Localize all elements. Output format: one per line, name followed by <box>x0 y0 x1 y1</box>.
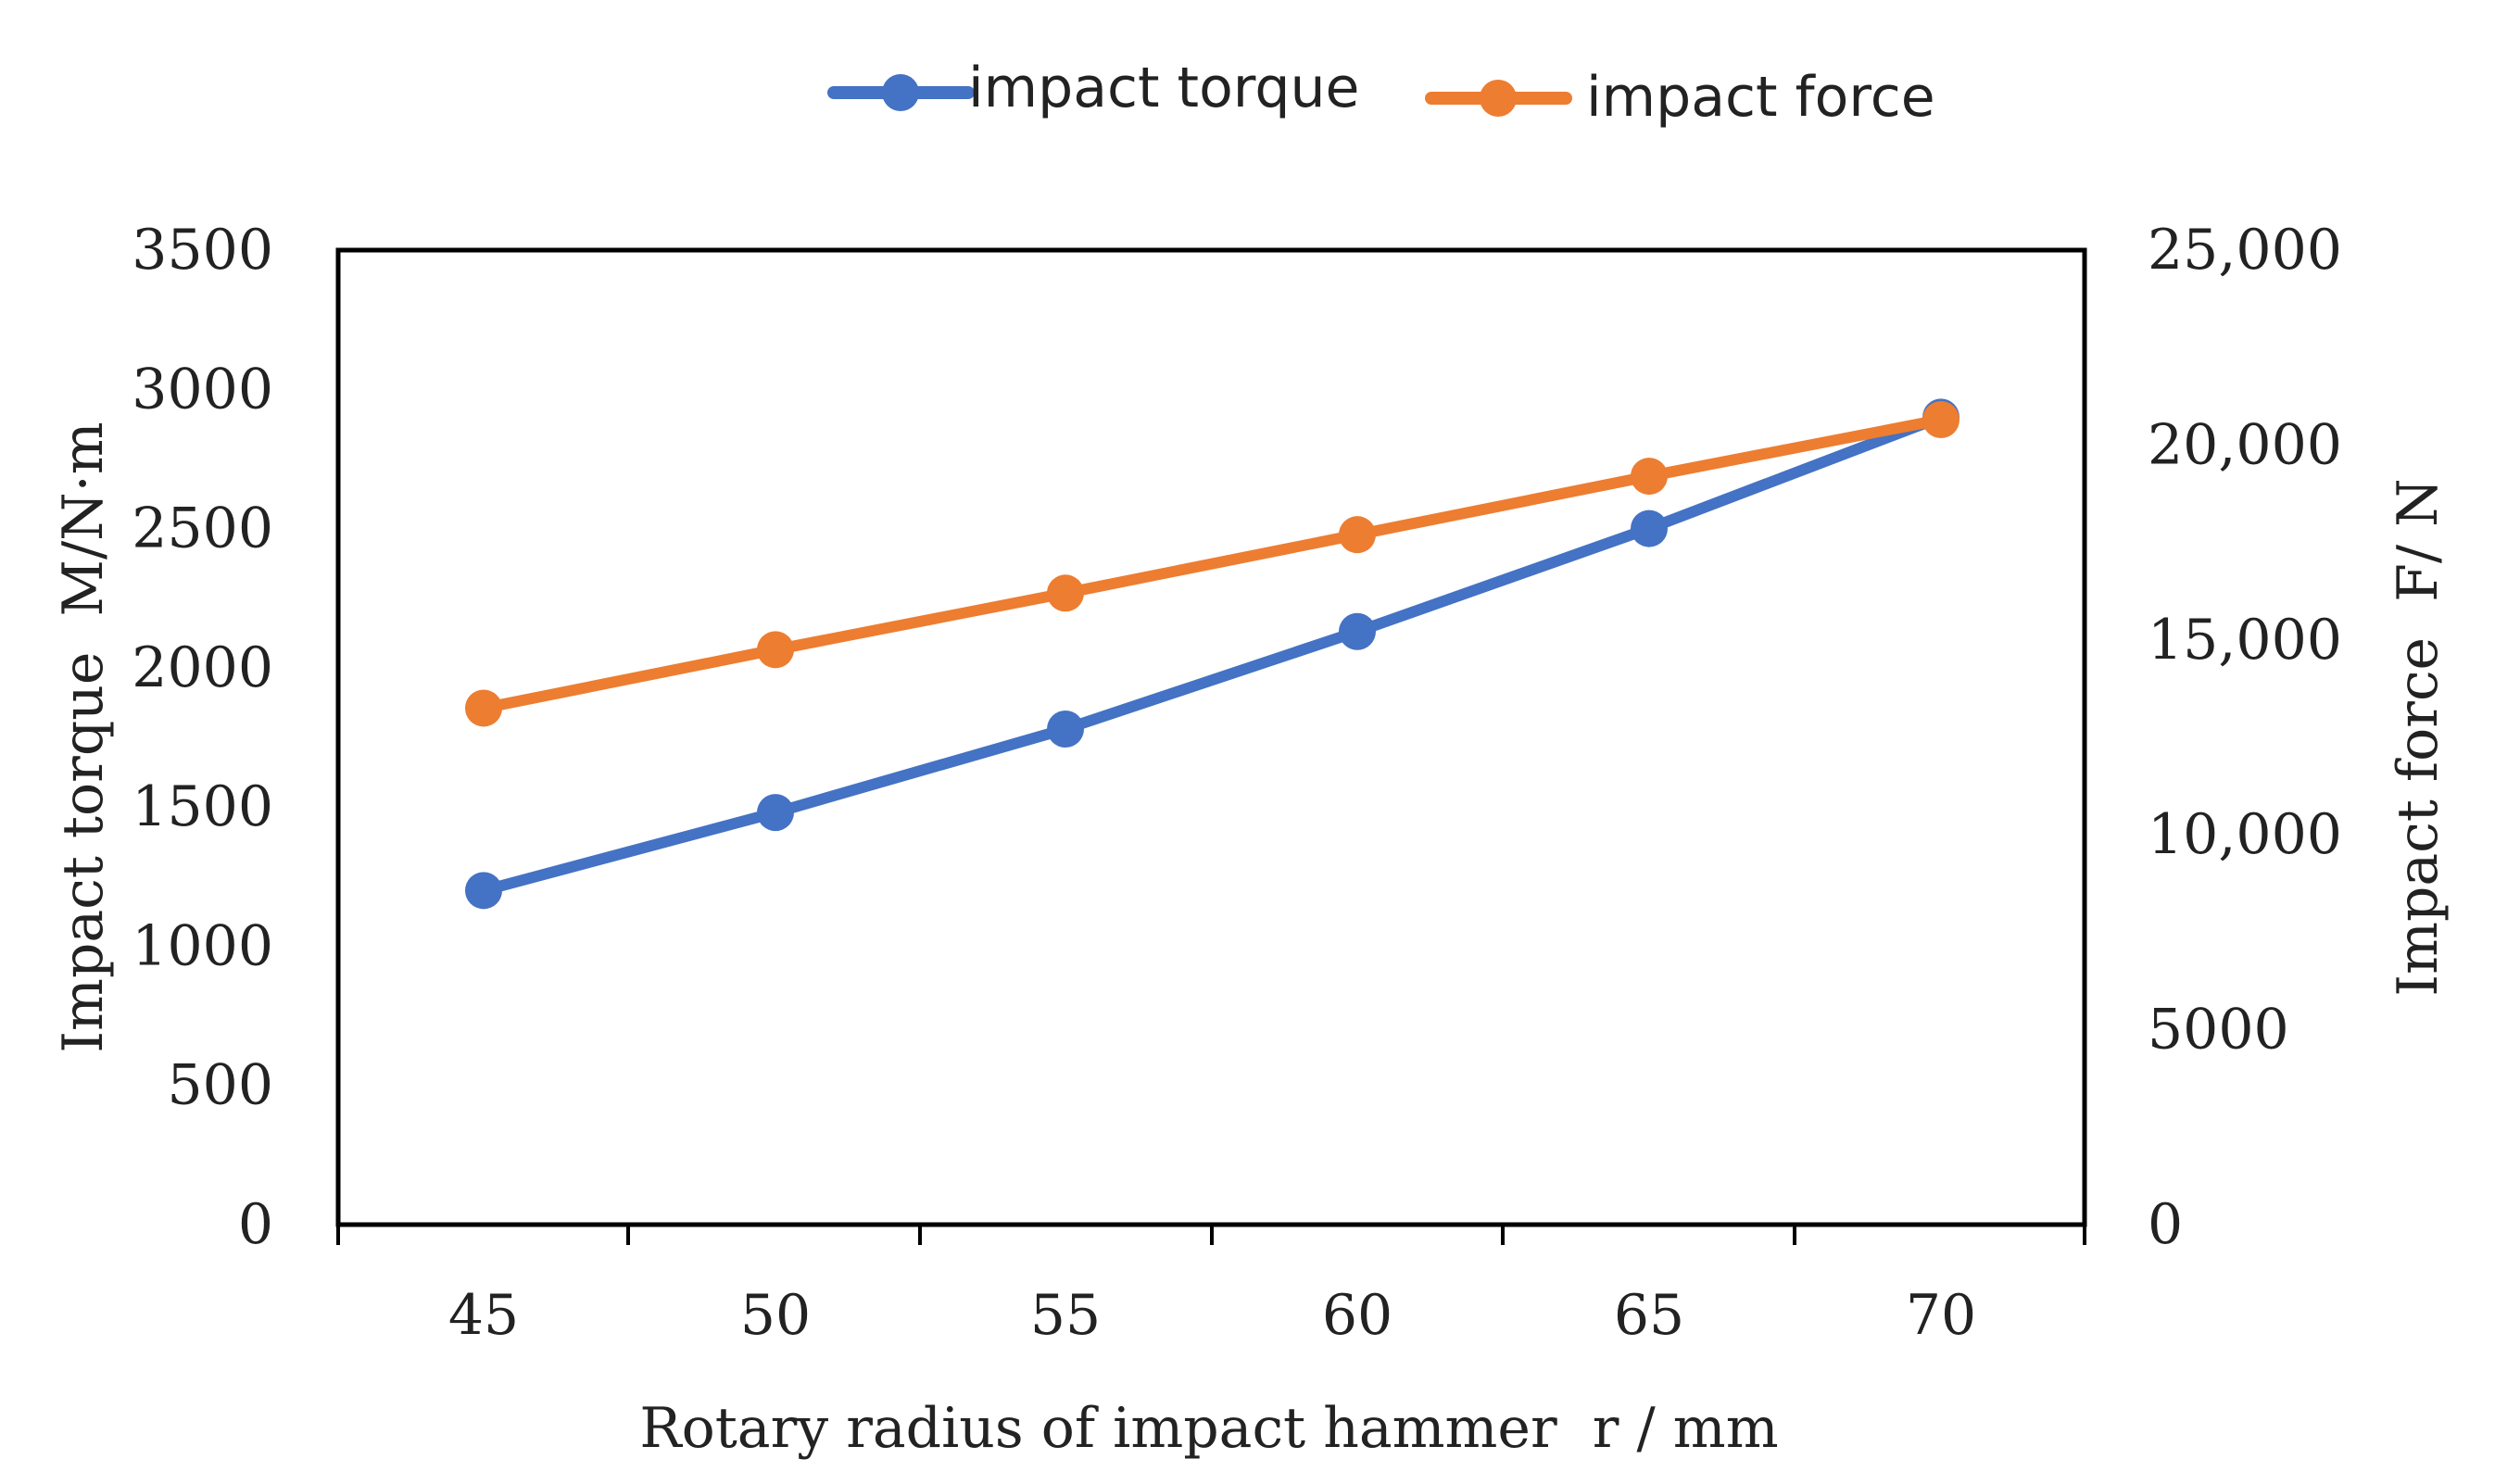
y-left-tick-label: 1000 <box>132 913 273 978</box>
x-axis-title: Rotary radius of impact hammer r / mm <box>639 1396 1778 1461</box>
x-tick-label: 55 <box>1030 1283 1101 1348</box>
legend-force-marker <box>1480 80 1517 117</box>
x-tick-label: 45 <box>448 1283 519 1348</box>
y-right-tick-label: 15,000 <box>2148 608 2342 673</box>
x-tick-label: 50 <box>740 1283 811 1348</box>
torque-data-point <box>1047 710 1084 748</box>
torque-data-point <box>465 872 502 910</box>
y-left-axis-title: Impact torque M/N·m <box>51 421 116 1052</box>
force-data-point <box>1047 574 1084 612</box>
force-data-point <box>1631 458 1668 496</box>
force-data-point <box>1922 401 1959 439</box>
torque-series-line <box>478 411 1947 897</box>
y-left-tick-label: 3500 <box>132 218 273 283</box>
legend-force-label: impact force <box>1586 65 1935 130</box>
y-left-tick-label: 2500 <box>132 497 273 561</box>
series-layer <box>465 398 1959 910</box>
y-right-tick-label: 5000 <box>2148 998 2289 1063</box>
y-right-tick-label: 25,000 <box>2148 218 2342 283</box>
plot-area <box>335 247 2087 1227</box>
y-left-tick-label: 0 <box>238 1192 273 1257</box>
x-axis-ticks <box>336 1225 2086 1245</box>
force-data-point <box>757 631 794 669</box>
y-right-axis-title: Impact force F/ N <box>2386 478 2451 996</box>
y-left-tick-label: 3000 <box>132 357 273 421</box>
torque-data-point <box>757 794 794 832</box>
y-right-tick-label: 20,000 <box>2148 412 2342 477</box>
force-data-point <box>465 689 502 727</box>
legend-torque-marker <box>882 74 919 111</box>
y-right-tick-label: 0 <box>2148 1192 2183 1257</box>
torque-data-point <box>1631 509 1668 547</box>
legend: impact torque impact force <box>827 56 1935 130</box>
x-axis-tick-labels: 45 50 55 60 65 70 <box>448 1283 1976 1348</box>
y-right-tick-label: 10,000 <box>2148 802 2342 867</box>
y-right-axis-tick-labels: 0 5000 10,000 15,000 20,000 25,000 <box>2148 218 2342 1257</box>
x-tick-label: 60 <box>1322 1283 1392 1348</box>
y-left-axis-tick-labels: 0 500 1000 1500 2000 2500 3000 3500 <box>132 218 273 1257</box>
legend-torque-label: impact torque <box>968 56 1359 120</box>
force-series-line <box>478 414 1947 714</box>
torque-data-point <box>1339 612 1376 650</box>
y-left-tick-label: 500 <box>167 1053 273 1118</box>
y-left-tick-label: 2000 <box>132 635 273 700</box>
force-data-point <box>1339 516 1376 554</box>
y-left-tick-label: 1500 <box>132 774 273 839</box>
x-tick-label: 70 <box>1906 1283 1976 1348</box>
x-tick-label: 65 <box>1614 1283 1684 1348</box>
